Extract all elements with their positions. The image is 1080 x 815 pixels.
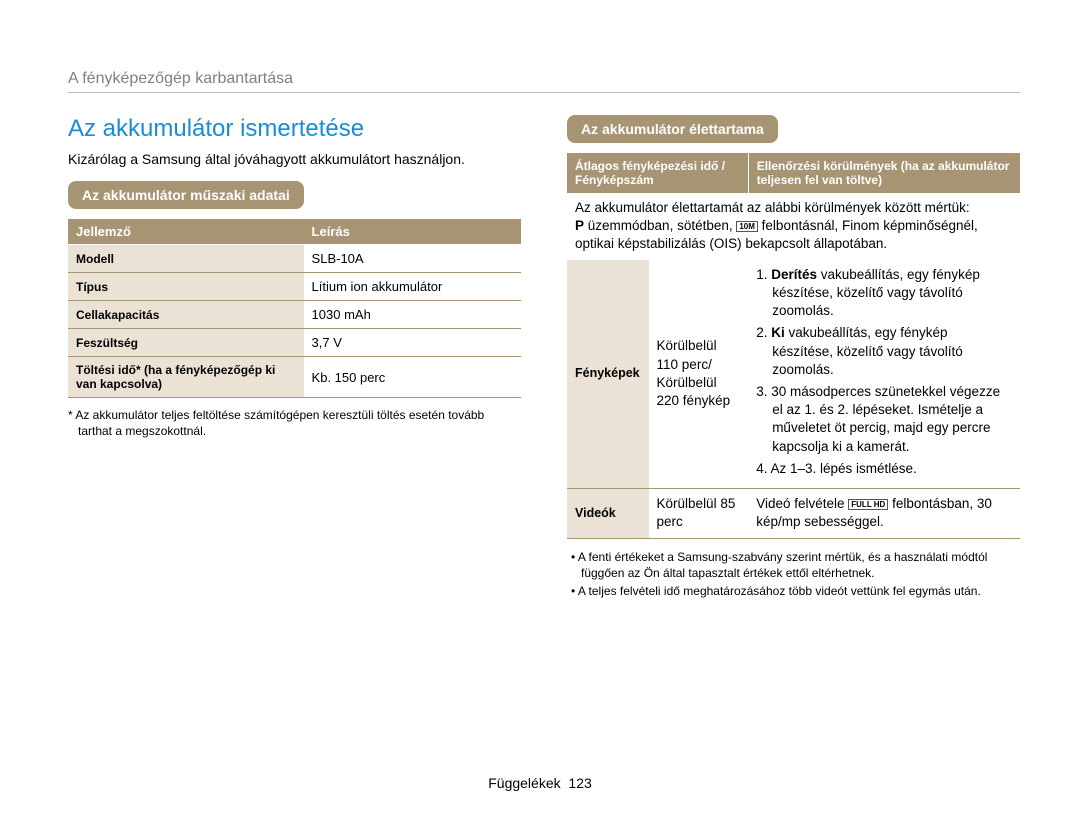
spec-footnote: * Az akkumulátor teljes feltöltése számí… [68, 408, 521, 439]
videos-conditions: Videó felvétele FULL HD felbontásban, 30… [748, 489, 1020, 538]
life-heading-pill: Az akkumulátor élettartama [567, 115, 778, 143]
videos-mid: Körülbelül 85 perc [649, 489, 749, 538]
videos-text-a: Videó felvétele [756, 496, 848, 511]
photos-label: Fényképek [567, 260, 649, 489]
p-mode-icon: P [575, 218, 584, 233]
condition-step-3: 3. 30 másodperces szünetekkel végezze el… [756, 383, 1012, 456]
life-header-right: Ellenőrzési körülmények (ha az akkumulát… [748, 153, 1020, 193]
spec-header-right: Leírás [304, 219, 521, 245]
conditions-intro-2a: üzemmódban, sötétben, [584, 218, 736, 233]
step1-bold: Derítés [771, 267, 817, 282]
footnote-bullets: A fenti értékeket a Samsung-szabvány sze… [567, 549, 1020, 600]
spec-header-left: Jellemző [68, 219, 304, 245]
content-columns: Az akkumulátor ismertetése Kizárólag a S… [68, 115, 1020, 601]
condition-step-4: 4. Az 1–3. lépés ismétlése. [756, 460, 1012, 478]
table-row: Feszültség 3,7 V [68, 329, 521, 357]
spec-label: Töltési idő* (ha a fényképezőgép ki van … [68, 357, 304, 398]
table-row: Töltési idő* (ha a fényképezőgép ki van … [68, 357, 521, 398]
videos-label: Videók [567, 489, 649, 538]
footer-page-number: 123 [568, 775, 591, 791]
photos-row: Fényképek Körülbelül 110 perc/ Körülbelü… [567, 260, 1020, 489]
step2-bold: Ki [771, 325, 785, 340]
table-row: Cellakapacitás 1030 mAh [68, 301, 521, 329]
page-footer: Függelékek 123 [0, 775, 1080, 791]
battery-life-table: Átlagos fényképezési idő / Fényképszám E… [567, 153, 1020, 539]
spec-value: Kb. 150 perc [304, 357, 521, 398]
bullet-1: A fenti értékeket a Samsung-szabvány sze… [567, 549, 1020, 581]
intro-text: Kizárólag a Samsung által jóváhagyott ak… [68, 151, 521, 167]
table-row: Modell SLB-10A [68, 245, 521, 273]
page-title: Az akkumulátor ismertetése [68, 115, 521, 143]
spec-value: 3,7 V [304, 329, 521, 357]
divider [68, 92, 1020, 93]
spec-label: Feszültség [68, 329, 304, 357]
videos-row: Videók Körülbelül 85 perc Videó felvétel… [567, 489, 1020, 538]
resolution-icon: 10M [736, 221, 758, 232]
spec-table: Jellemző Leírás Modell SLB-10A Típus Lít… [68, 219, 521, 398]
photos-mid: Körülbelül 110 perc/ Körülbelül 220 fény… [649, 260, 749, 489]
spec-value: Lítium ion akkumulátor [304, 273, 521, 301]
condition-step-1: 1. Derítés vakubeállítás, egy fénykép ké… [756, 266, 1012, 321]
spec-label: Modell [68, 245, 304, 273]
photos-conditions: 1. Derítés vakubeállítás, egy fénykép ké… [748, 260, 1020, 489]
spec-heading-pill: Az akkumulátor műszaki adatai [68, 181, 304, 209]
spec-label: Típus [68, 273, 304, 301]
spec-value: SLB-10A [304, 245, 521, 273]
conditions-row: Az akkumulátor élettartamát az alábbi kö… [567, 193, 1020, 260]
spec-value: 1030 mAh [304, 301, 521, 329]
breadcrumb: A fényképezőgép karbantartása [68, 70, 1020, 88]
fullhd-icon: FULL HD [848, 499, 888, 510]
left-column: Az akkumulátor ismertetése Kizárólag a S… [68, 115, 521, 601]
condition-step-2: 2. Ki vakubeállítás, egy fénykép készíté… [756, 324, 1012, 379]
conditions-cell: Az akkumulátor élettartamát az alábbi kö… [567, 193, 1020, 260]
spec-label: Cellakapacitás [68, 301, 304, 329]
bullet-2: A teljes felvételi idő meghatározásához … [567, 583, 1020, 599]
footer-label: Függelékek [488, 775, 560, 791]
conditions-intro-1: Az akkumulátor élettartamát az alábbi kö… [575, 200, 970, 215]
life-header-left: Átlagos fényképezési idő / Fényképszám [567, 153, 748, 193]
table-row: Típus Lítium ion akkumulátor [68, 273, 521, 301]
right-column: Az akkumulátor élettartama Átlagos fényk… [567, 115, 1020, 601]
step2-text: vakubeállítás, egy fénykép készítése, kö… [772, 325, 963, 376]
